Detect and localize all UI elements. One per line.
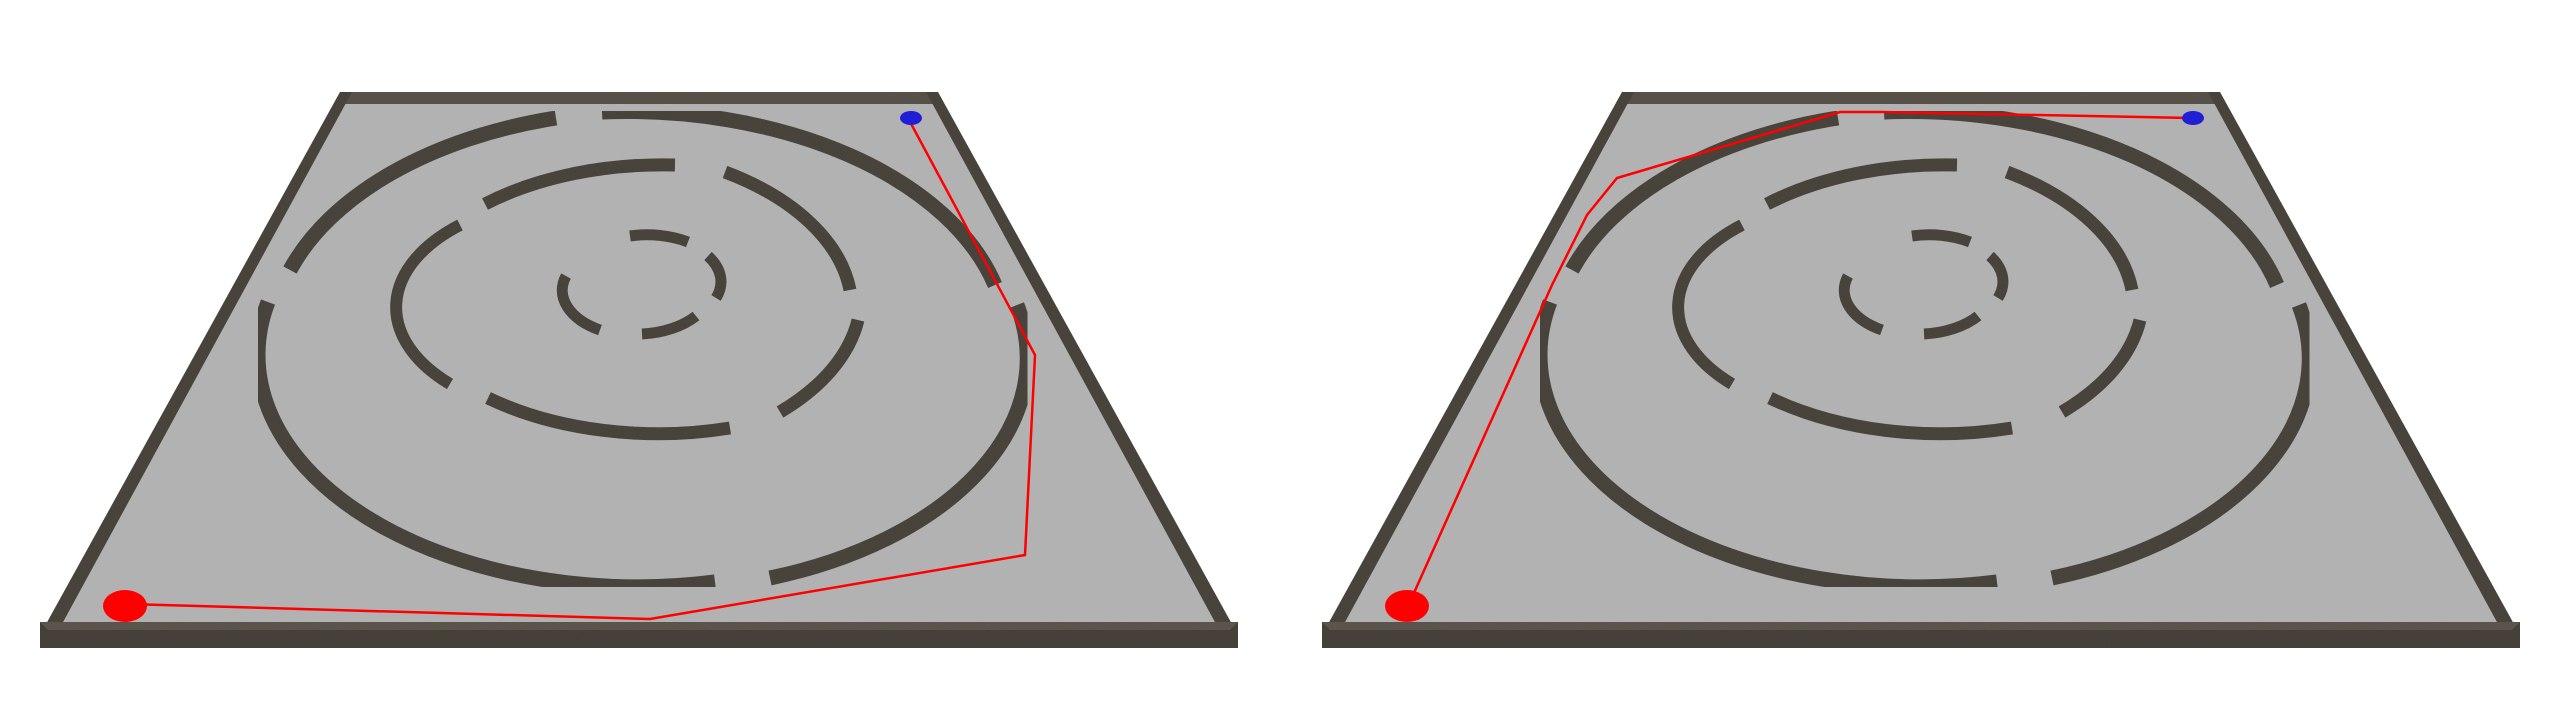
ring-two-segment — [1764, 158, 1958, 210]
ring-outer-segment — [283, 110, 558, 274]
ring-two-segment — [485, 392, 732, 441]
path-left-route — [1407, 110, 2191, 605]
maze-floor — [40, 92, 1238, 635]
ring-three-segment — [1672, 219, 1745, 390]
ring-outer-segment — [2050, 302, 2317, 586]
ring-two-segment — [722, 165, 857, 292]
ring-outer-segment — [768, 302, 1035, 586]
goal-marker — [900, 111, 922, 125]
ring-inner-segment — [629, 229, 690, 248]
ring-walls — [250, 104, 1035, 595]
ring-inner-segment — [1838, 273, 1884, 336]
ring-two-segment — [776, 318, 865, 418]
outer-wall — [1322, 92, 2520, 648]
ring-outer-segment — [250, 299, 716, 595]
ring-three-segment — [390, 219, 463, 390]
ring-inner-segment — [1986, 251, 2009, 301]
panel-left — [40, 92, 1238, 648]
ring-inner-segment — [556, 273, 602, 336]
ring-outer-segment — [601, 104, 1002, 288]
ring-two-segment — [482, 158, 676, 210]
ring-inner-segment — [641, 311, 700, 340]
outer-wall — [40, 92, 1238, 648]
ring-outer-segment — [1532, 299, 1998, 595]
ring-two-segment — [2004, 165, 2139, 292]
ring-inner-segment — [704, 251, 727, 301]
start-marker — [1385, 590, 1429, 622]
ring-inner-segment — [1911, 229, 1972, 248]
path-right-route — [126, 117, 1037, 621]
ring-inner-segment — [1923, 311, 1982, 340]
panel-right — [1322, 92, 2520, 648]
maze-floor — [1322, 92, 2520, 635]
start-marker — [103, 590, 147, 622]
ring-two-segment — [1767, 392, 2014, 441]
goal-marker — [2182, 111, 2204, 125]
ring-two-segment — [2058, 318, 2147, 418]
